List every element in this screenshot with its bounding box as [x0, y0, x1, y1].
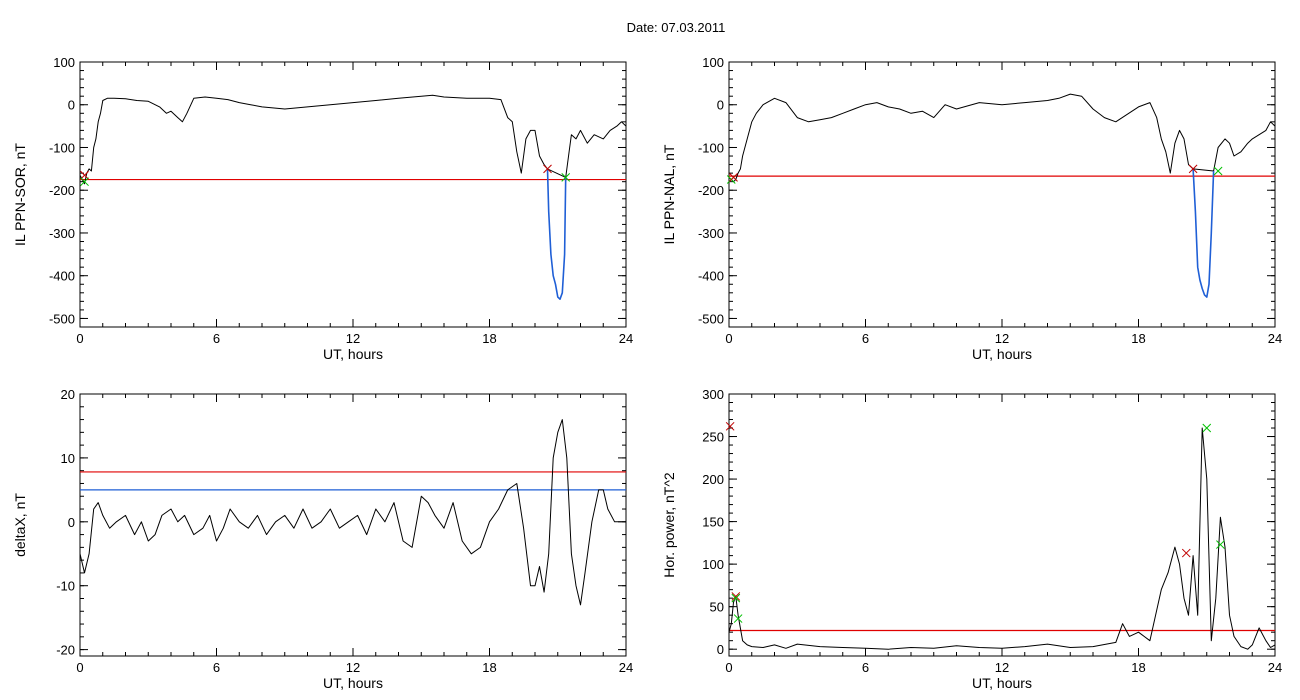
x-tick-label: 12: [995, 660, 1009, 675]
marker-stroke: [733, 614, 743, 623]
x-tick-label: 24: [1268, 331, 1282, 346]
chart-panel-2: 0 6 12 18 24 100 0 -100 -200 -300 -400 -500 UT, hour…: [661, 55, 1282, 362]
series-line-2: [1192, 168, 1215, 298]
marker-stroke: [1213, 166, 1223, 176]
marker-stroke: [1216, 540, 1225, 549]
x-tick-label: 0: [76, 331, 83, 346]
x-axis-label: UT, hours: [323, 346, 383, 362]
y-tick-label: 0: [717, 642, 724, 657]
y-tick-label: 20: [61, 387, 75, 402]
series-line-1: [79, 419, 626, 606]
x-tick-label: 18: [1131, 331, 1145, 346]
event-marker-3: [543, 164, 552, 174]
event-marker-7: [1216, 540, 1225, 549]
y-tick-label: 200: [702, 472, 724, 487]
marker-stroke: [80, 170, 89, 180]
event-marker-3: [731, 593, 741, 603]
marker-stroke: [731, 592, 741, 601]
y-tick-label: -100: [49, 140, 75, 155]
x-axis-label: UT, hours: [972, 675, 1032, 691]
marker-stroke: [1181, 548, 1191, 558]
x-tick-label: 0: [76, 660, 83, 675]
x-tick-label: 12: [346, 660, 360, 675]
event-marker-4: [1213, 166, 1223, 176]
y-tick-label: -300: [698, 226, 724, 241]
y-tick-label: 50: [710, 600, 724, 615]
x-tick-label: 18: [482, 660, 496, 675]
y-tick-label: -200: [698, 183, 724, 198]
y-tick-label: 150: [702, 515, 724, 530]
series-line-1: [79, 94, 627, 185]
y-axis-label: IL PPN-NAL, nT: [661, 144, 677, 244]
x-tick-label: 6: [862, 660, 869, 675]
y-tick-label: 0: [717, 98, 724, 113]
x-axis-label: UT, hours: [972, 346, 1032, 362]
x-tick-label: 0: [725, 331, 732, 346]
plot-frame: [728, 61, 1276, 328]
marker-stroke: [1188, 164, 1198, 174]
y-tick-label: 0: [68, 98, 75, 113]
event-marker-1: [80, 170, 89, 180]
y-tick-label: -300: [49, 226, 75, 241]
x-tick-label: 6: [862, 331, 869, 346]
y-tick-label: -10: [56, 579, 75, 594]
y-axis-label: Hor. power, nT^2: [661, 472, 677, 578]
series-line-1: [728, 93, 1276, 183]
marker-stroke: [725, 421, 735, 431]
x-tick-label: 24: [619, 331, 633, 346]
page-title: Date: 07.03.2011: [626, 20, 726, 35]
marker-stroke: [1202, 423, 1212, 433]
event-marker-2: [729, 173, 738, 182]
y-tick-label: -20: [56, 643, 75, 658]
y-tick-label: 10: [61, 451, 75, 466]
event-marker-1: [725, 421, 735, 431]
y-tick-label: 100: [53, 55, 75, 70]
y-tick-label: -400: [49, 269, 75, 284]
marker-stroke: [543, 164, 552, 174]
x-tick-label: 12: [995, 331, 1009, 346]
plot-frame: [79, 61, 627, 328]
y-tick-label: -500: [698, 311, 724, 326]
y-axis-label: deltaX, nT: [12, 493, 28, 557]
x-tick-label: 24: [619, 660, 633, 675]
y-tick-label: 250: [702, 430, 724, 445]
chart-panel-4: 0 6 12 18 24 300 250 200 150 100 50 0 UT, hours Hor. …: [661, 387, 1282, 691]
event-marker-2: [80, 177, 89, 187]
event-marker-3: [1188, 164, 1198, 174]
series-line-1: [728, 427, 1276, 650]
marker-stroke: [729, 173, 738, 182]
event-marker-5: [1181, 548, 1191, 558]
y-tick-label: -100: [698, 140, 724, 155]
y-tick-label: -400: [698, 269, 724, 284]
x-tick-label: 18: [482, 331, 496, 346]
y-tick-label: 100: [702, 55, 724, 70]
event-marker-4: [561, 173, 571, 182]
y-tick-label: 300: [702, 387, 724, 402]
chart-panel-3: 0 6 12 18 24 20 10 0 -10 -20 UT, hours deltaX, nT: [12, 387, 633, 691]
marker-stroke: [80, 177, 89, 187]
y-axis-label: IL PPN-SOR, nT: [12, 143, 28, 246]
y-tick-label: -500: [49, 311, 75, 326]
x-tick-label: 12: [346, 331, 360, 346]
event-marker-2: [731, 592, 741, 601]
x-tick-label: 24: [1268, 660, 1282, 675]
x-tick-label: 6: [213, 660, 220, 675]
plot-frame: [79, 393, 627, 657]
x-tick-label: 0: [725, 660, 732, 675]
x-tick-label: 6: [213, 331, 220, 346]
y-tick-label: 100: [702, 557, 724, 572]
x-tick-label: 18: [1131, 660, 1145, 675]
y-tick-label: 0: [68, 515, 75, 530]
marker-stroke: [561, 173, 571, 182]
chart-panel-1: 0 6 12 18 24 100 0 -100 -200 -300 -400 -500 UT, hour…: [12, 55, 633, 362]
event-marker-4: [733, 614, 743, 623]
series-line-2: [546, 168, 567, 301]
y-tick-label: -200: [49, 183, 75, 198]
x-axis-label: UT, hours: [323, 675, 383, 691]
marker-stroke: [731, 593, 741, 603]
plot-frame: [728, 393, 1276, 657]
event-marker-6: [1202, 423, 1212, 433]
